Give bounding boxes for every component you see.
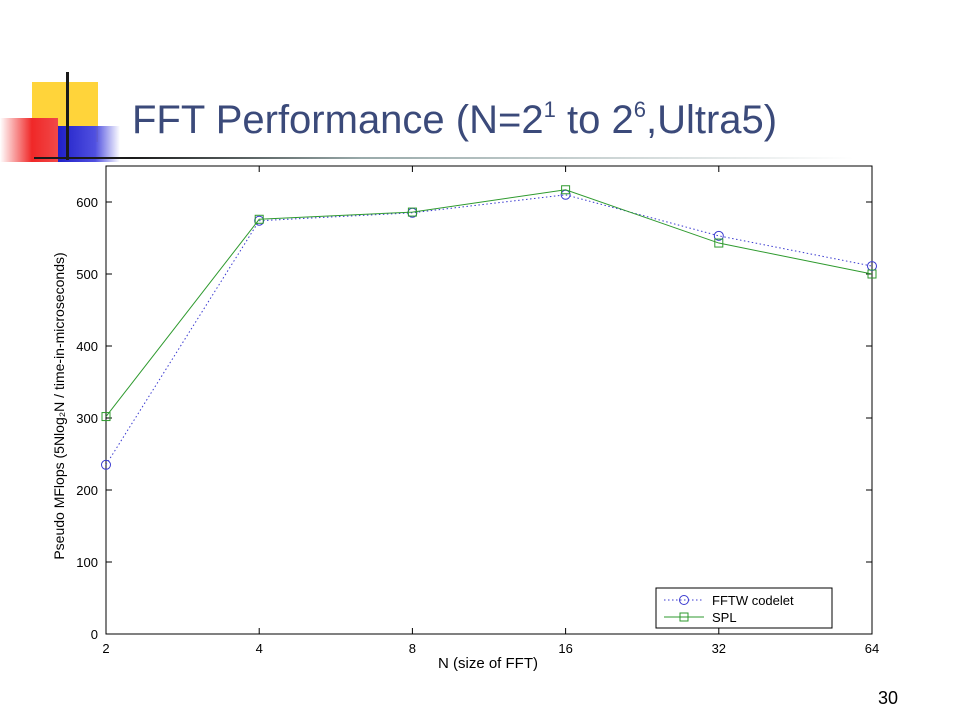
y-tick-label: 400: [76, 339, 98, 354]
title-main: FFT Performance (N=2: [132, 98, 544, 142]
series-line-0: [105, 194, 873, 466]
y-tick-label: 0: [91, 627, 98, 642]
series-1-point: [561, 185, 571, 195]
x-tick-label: 4: [256, 641, 263, 656]
deco-vertical-line: [66, 72, 69, 160]
title-tail: ,Ultra5): [645, 98, 778, 142]
title-underline: [34, 157, 854, 159]
series-1-point: [407, 207, 417, 217]
y-tick-label: 300: [76, 411, 98, 426]
y-tick-label: 200: [76, 483, 98, 498]
title-mid: to 2: [555, 98, 634, 142]
plot-frame: [105, 165, 873, 635]
x-axis-label: N (size of FFT): [438, 655, 538, 672]
y-axis-label: Pseudo MFlops (5Nlog₂N / time-in-microse…: [51, 252, 67, 559]
x-tick-label: 16: [558, 641, 572, 656]
title-exponent-1: 1: [543, 96, 556, 122]
page-number: 30: [878, 688, 899, 708]
y-tick-label: 600: [76, 195, 98, 210]
title-exponent-2: 6: [633, 96, 646, 122]
legend-label-0: FFTW codelet: [712, 593, 794, 608]
legend-label-1: SPL: [712, 610, 737, 625]
y-tick-label: 100: [76, 555, 98, 570]
x-tick-label: 64: [865, 641, 879, 656]
axes-layer: 0 100 200 300 400 500 600 2 4 8 16 32 64: [76, 165, 879, 656]
series-1-point: [254, 214, 264, 224]
x-tick-label: 8: [409, 641, 416, 656]
series-1-point: [714, 238, 724, 248]
x-tick-label: 2: [102, 641, 109, 656]
series-0-point: [713, 230, 724, 241]
series-line-1: [105, 189, 873, 417]
series-layer: [101, 185, 877, 470]
slide-title: FFT Performance (N=21 to 26,Ultra5): [132, 96, 778, 143]
legend-marker-1: [679, 612, 689, 622]
y-tick-label: 500: [76, 267, 98, 282]
series-0-point: [867, 261, 877, 272]
series-1-point: [867, 269, 877, 279]
legend-marker-0: [679, 595, 689, 605]
series-0-point: [101, 459, 111, 470]
x-tick-label: 32: [712, 641, 726, 656]
deco-red-square: [0, 118, 58, 162]
series-0-point: [560, 189, 571, 200]
series-1-point: [101, 412, 111, 422]
legend-layer: FFTW codelet SPL: [655, 587, 833, 629]
